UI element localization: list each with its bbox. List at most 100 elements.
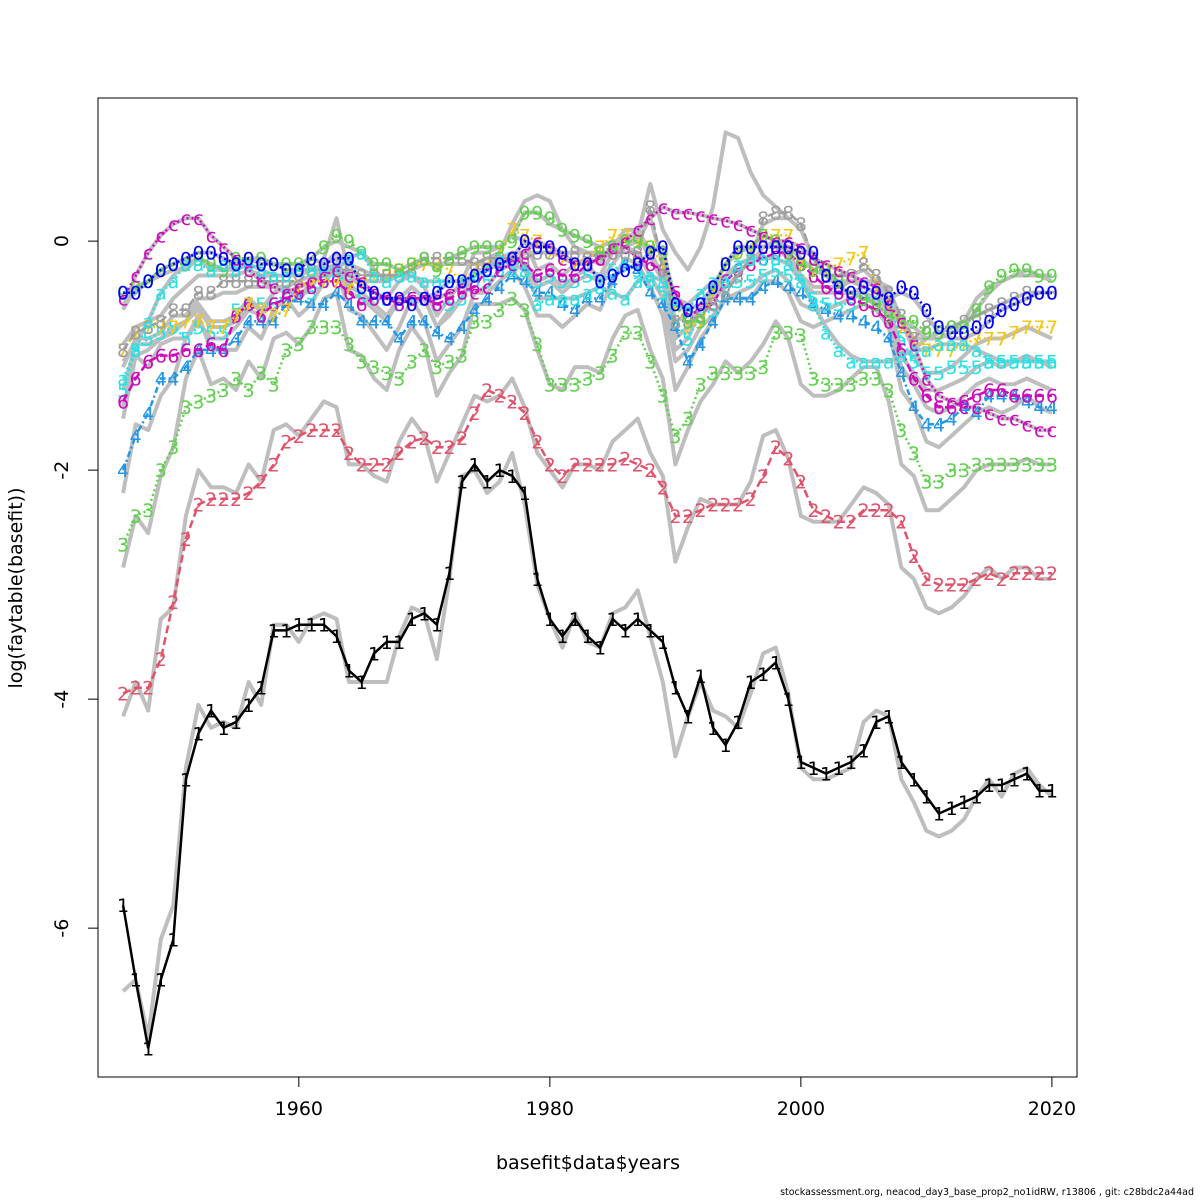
- point-label-3: 3: [1033, 454, 1045, 476]
- point-label-1: 1: [556, 626, 568, 648]
- point-label-2: 2: [619, 449, 631, 471]
- point-label-a: a: [130, 340, 142, 362]
- point-label-8: 8: [657, 260, 669, 282]
- point-label-2: 2: [732, 495, 744, 517]
- point-label-6: 6: [431, 294, 443, 316]
- point-label-9: 9: [468, 237, 480, 259]
- point-label-a: a: [293, 260, 305, 282]
- point-label-7: 7: [644, 237, 656, 259]
- point-label-a: a: [745, 248, 757, 270]
- point-label-8: 8: [795, 214, 807, 236]
- point-label-7: 7: [707, 283, 719, 305]
- point-label-7: 7: [180, 311, 192, 333]
- point-label-2: 2: [318, 420, 330, 442]
- point-label-2: 2: [268, 454, 280, 476]
- point-label-7: 7: [381, 266, 393, 288]
- point-label-9: 9: [971, 300, 983, 322]
- point-label-a: a: [795, 271, 807, 293]
- point-label-7: 7: [519, 225, 531, 247]
- point-label-2: 2: [757, 466, 769, 488]
- point-label-9: 9: [983, 277, 995, 299]
- point-label-4: 4: [556, 294, 568, 316]
- point-label-0: 0: [243, 248, 255, 270]
- point-label-3: 3: [343, 334, 355, 356]
- point-label-a: a: [971, 340, 983, 362]
- point-label-a: a: [808, 294, 820, 316]
- point-label-9: 9: [820, 260, 832, 282]
- point-label-6: 6: [1008, 386, 1020, 408]
- point-label-c: c: [206, 225, 216, 247]
- point-label-9: 9: [883, 306, 895, 328]
- point-label-4: 4: [381, 311, 393, 333]
- point-label-2: 2: [807, 500, 819, 522]
- point-label-3: 3: [519, 300, 531, 322]
- point-label-1: 1: [958, 792, 970, 814]
- point-label-4: 4: [920, 414, 932, 436]
- point-label-a: a: [318, 260, 330, 282]
- point-label-c: c: [268, 277, 278, 299]
- point-label-3: 3: [418, 340, 430, 362]
- point-label-3: 3: [933, 472, 945, 494]
- point-label-4: 4: [243, 311, 255, 333]
- point-label-3: 3: [707, 363, 719, 385]
- point-label-a: a: [833, 340, 845, 362]
- point-label-3: 3: [782, 323, 794, 345]
- point-label-0: 0: [494, 254, 506, 276]
- point-label-6: 6: [820, 277, 832, 299]
- point-label-c: c: [783, 231, 793, 253]
- point-label-8: 8: [368, 266, 380, 288]
- point-label-3: 3: [406, 351, 418, 373]
- point-label-5: 5: [632, 260, 644, 282]
- point-label-3: 3: [381, 363, 393, 385]
- point-label-c: c: [733, 214, 743, 236]
- point-label-8: 8: [619, 243, 631, 265]
- point-label-c: c: [858, 271, 868, 293]
- point-label-3: 3: [594, 363, 606, 385]
- point-label-2: 2: [920, 569, 932, 591]
- point-label-4: 4: [481, 288, 493, 310]
- point-label-0: 0: [757, 237, 769, 259]
- point-label-2: 2: [217, 489, 229, 511]
- point-label-0: 0: [594, 271, 606, 293]
- point-label-4: 4: [632, 260, 644, 282]
- point-label-1: 1: [971, 787, 983, 809]
- x-tick-label: 1960: [275, 1098, 323, 1120]
- point-label-1: 1: [858, 741, 870, 763]
- point-label-3: 3: [983, 454, 995, 476]
- point-label-0: 0: [217, 248, 229, 270]
- point-label-5: 5: [757, 266, 769, 288]
- point-label-1: 1: [619, 620, 631, 642]
- y-tick-label: -6: [51, 919, 73, 938]
- point-label-1: 1: [682, 706, 694, 728]
- point-label-7: 7: [255, 300, 267, 322]
- point-label-8: 8: [720, 283, 732, 305]
- point-label-2: 2: [832, 512, 844, 534]
- point-label-0: 0: [192, 243, 204, 265]
- point-label-9: 9: [933, 323, 945, 345]
- point-label-0: 0: [782, 237, 794, 259]
- point-label-6: 6: [192, 340, 204, 362]
- point-label-1: 1: [983, 775, 995, 797]
- point-label-0: 0: [707, 277, 719, 299]
- point-label-1: 1: [330, 626, 342, 648]
- point-label-1: 1: [167, 930, 179, 952]
- point-label-3: 3: [795, 325, 807, 347]
- point-label-6: 6: [406, 288, 418, 310]
- point-label-a: a: [431, 271, 443, 293]
- point-label-4: 4: [330, 283, 342, 305]
- point-label-7: 7: [832, 254, 844, 276]
- point-label-c: c: [683, 203, 693, 225]
- point-label-0: 0: [280, 260, 292, 282]
- point-label-a: a: [456, 271, 468, 293]
- point-label-0: 0: [506, 248, 518, 270]
- point-label-a: a: [644, 266, 656, 288]
- point-label-c: c: [394, 288, 404, 310]
- point-label-6: 6: [330, 271, 342, 293]
- point-label-5: 5: [406, 288, 418, 310]
- point-label-6: 6: [971, 386, 983, 408]
- point-label-7: 7: [845, 248, 857, 270]
- point-label-2: 2: [230, 489, 242, 511]
- point-label-7: 7: [996, 329, 1008, 351]
